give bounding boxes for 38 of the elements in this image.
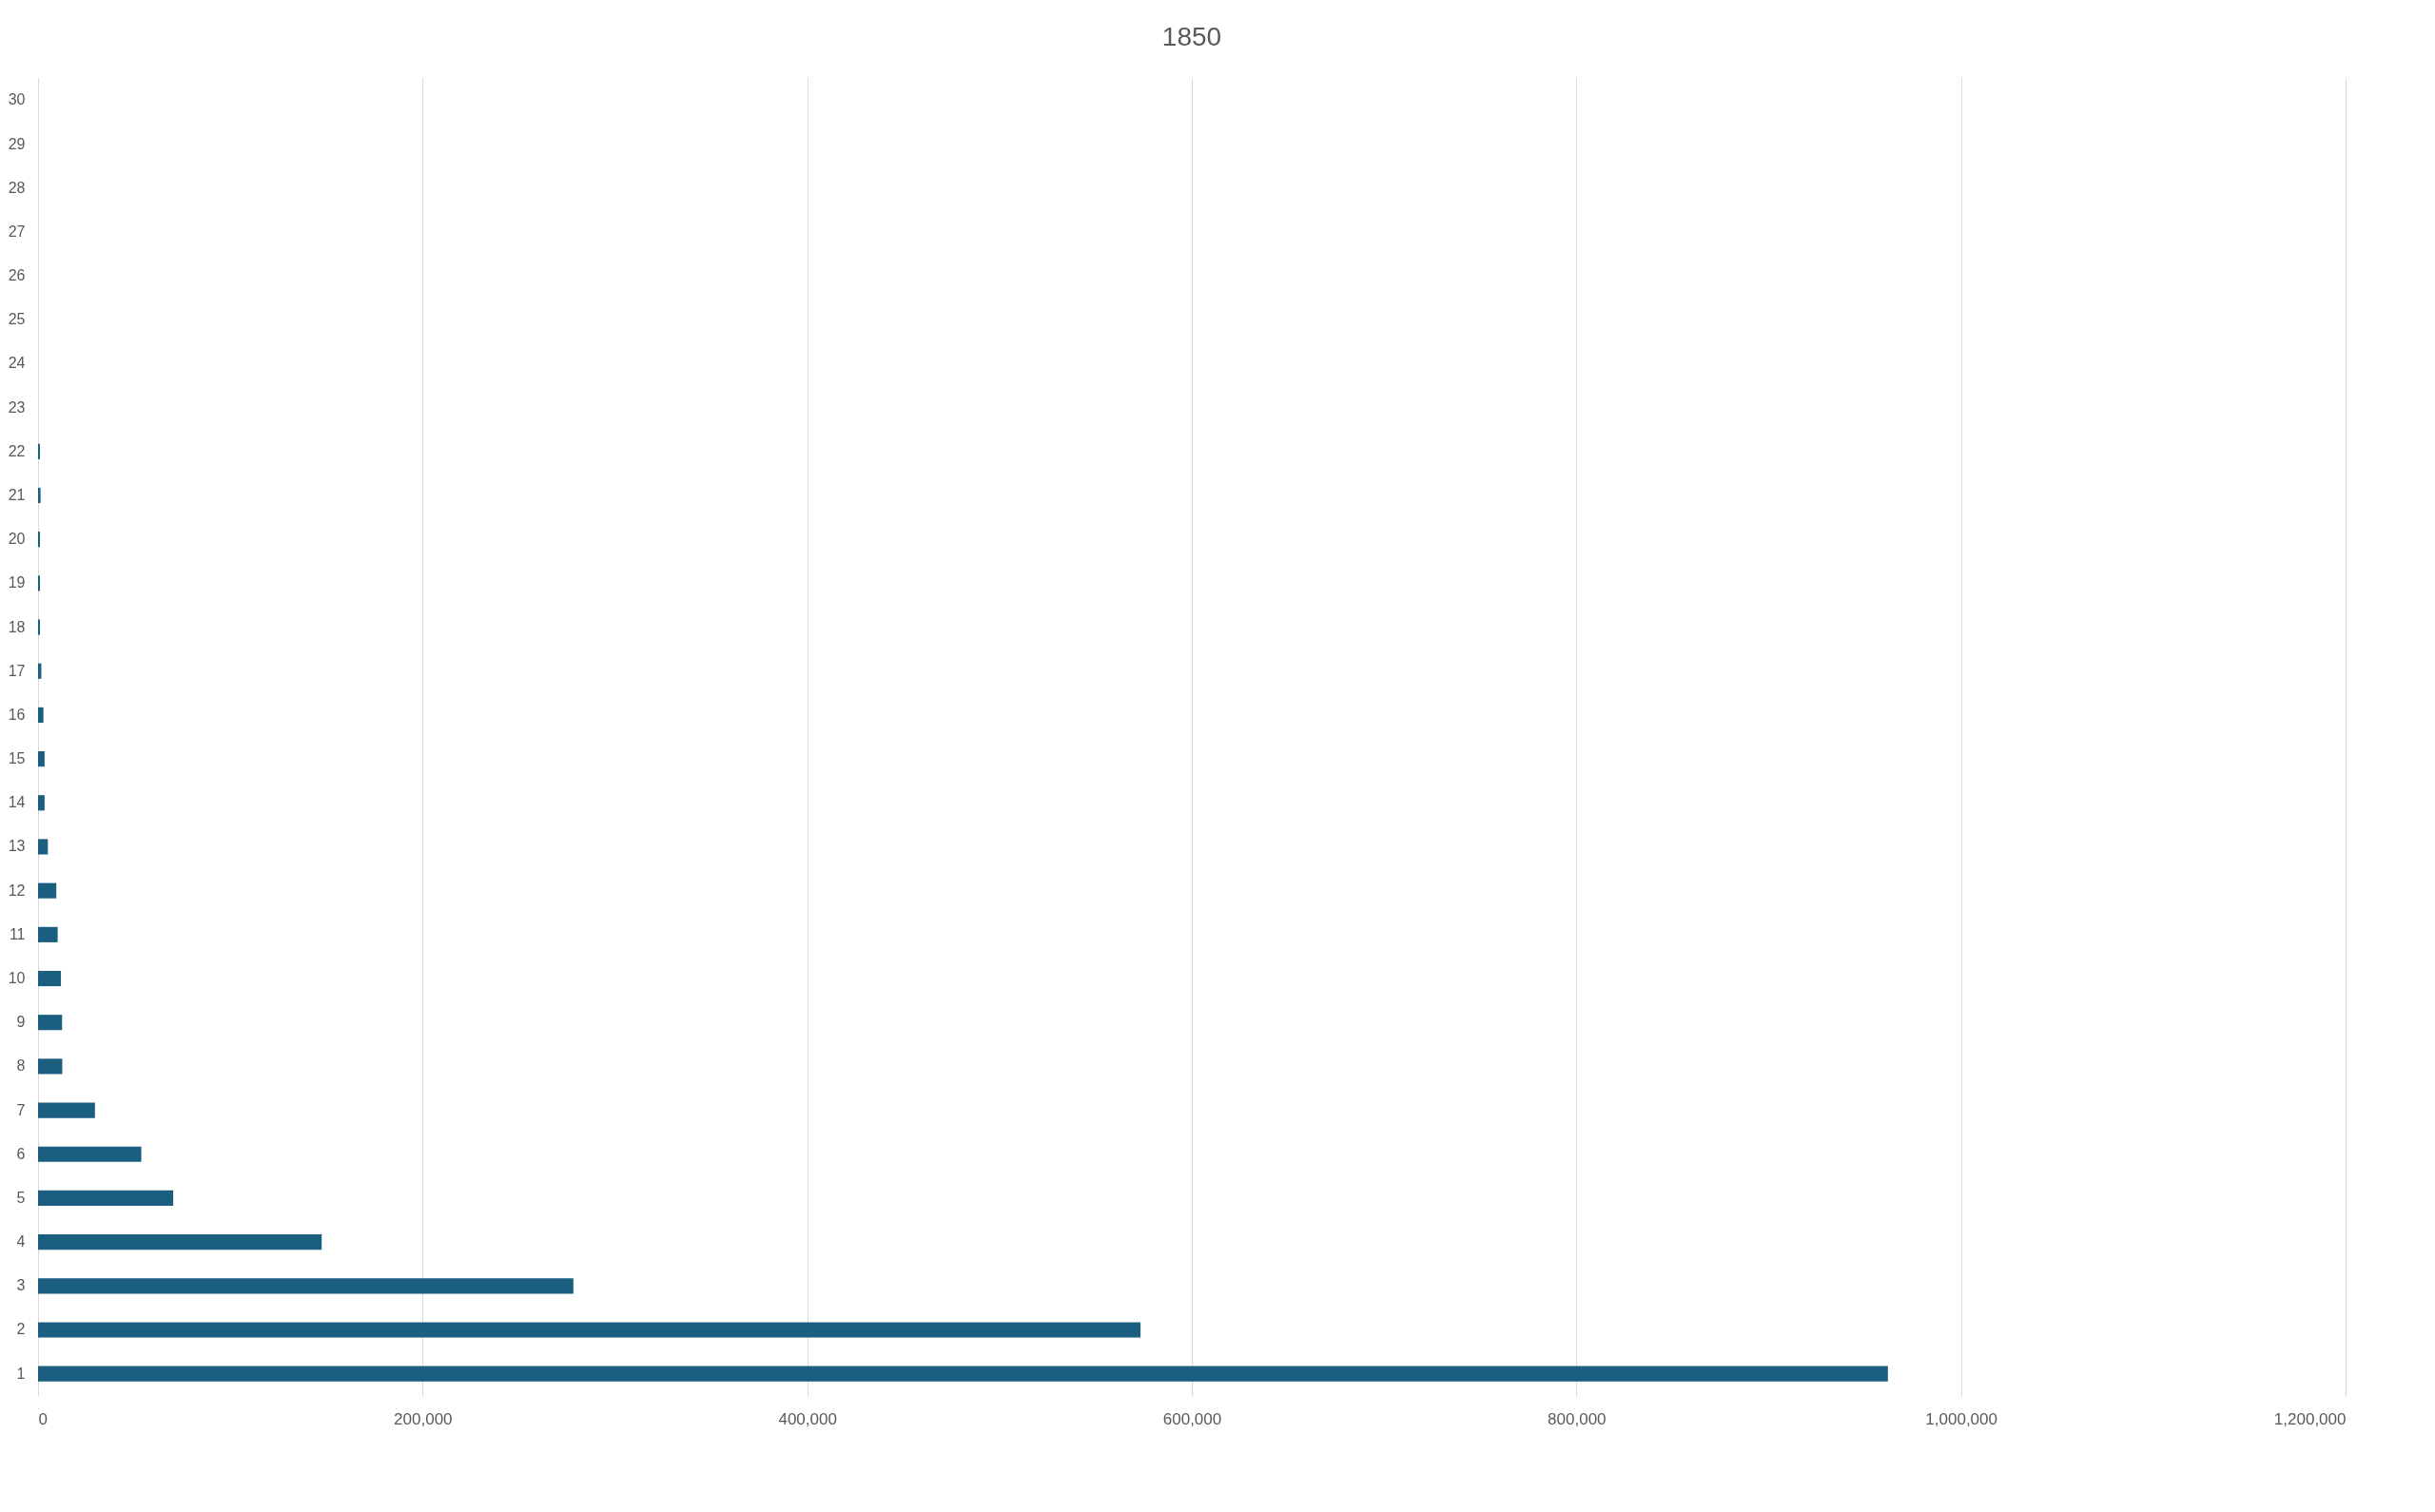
y-tick-label: 2 <box>16 1321 26 1338</box>
y-tick-label: 29 <box>8 135 26 152</box>
y-tick-label: 21 <box>8 486 26 503</box>
y-tick-label: 18 <box>8 618 26 635</box>
x-tick-label: 400,000 <box>778 1409 837 1428</box>
y-tick-label: 3 <box>16 1277 26 1294</box>
chart-title: 1850 <box>1161 22 1222 51</box>
y-tick-label: 5 <box>16 1189 26 1206</box>
y-tick-label: 1 <box>16 1365 26 1382</box>
x-tick-label: 1,200,000 <box>2273 1409 2347 1428</box>
y-tick-label: 4 <box>16 1233 26 1250</box>
y-tick-label: 12 <box>8 882 26 899</box>
y-tick-label: 25 <box>8 311 26 328</box>
y-tick-label: 16 <box>8 706 26 723</box>
y-tick-label: 20 <box>8 531 26 548</box>
y-tick-label: 8 <box>16 1057 26 1075</box>
y-tick-label: 26 <box>8 267 26 284</box>
y-tick-label: 6 <box>16 1145 26 1162</box>
y-tick-label: 17 <box>8 662 26 679</box>
y-tick-label: 15 <box>8 750 26 767</box>
y-tick-label: 13 <box>8 838 26 855</box>
y-tick-label: 11 <box>9 925 26 942</box>
y-tick-label: 19 <box>8 574 26 591</box>
y-tick-label: 23 <box>8 398 26 416</box>
x-tick-label: 0 <box>38 1409 48 1428</box>
x-tick-label: 200,000 <box>394 1409 453 1428</box>
x-tick-label: 600,000 <box>1162 1409 1222 1428</box>
y-tick-label: 7 <box>16 1101 26 1118</box>
y-tick-label: 9 <box>16 1014 26 1031</box>
y-tick-label: 30 <box>8 91 26 108</box>
y-tick-label: 24 <box>8 355 26 372</box>
y-tick-label: 27 <box>8 223 26 240</box>
y-tick-label: 22 <box>8 442 26 459</box>
y-tick-label: 14 <box>8 794 26 811</box>
y-tick-label: 10 <box>8 970 26 987</box>
x-tick-label: 1,000,000 <box>1925 1409 1997 1428</box>
y-tick-label: 28 <box>8 179 26 196</box>
x-tick-label: 800,000 <box>1548 1409 1607 1428</box>
